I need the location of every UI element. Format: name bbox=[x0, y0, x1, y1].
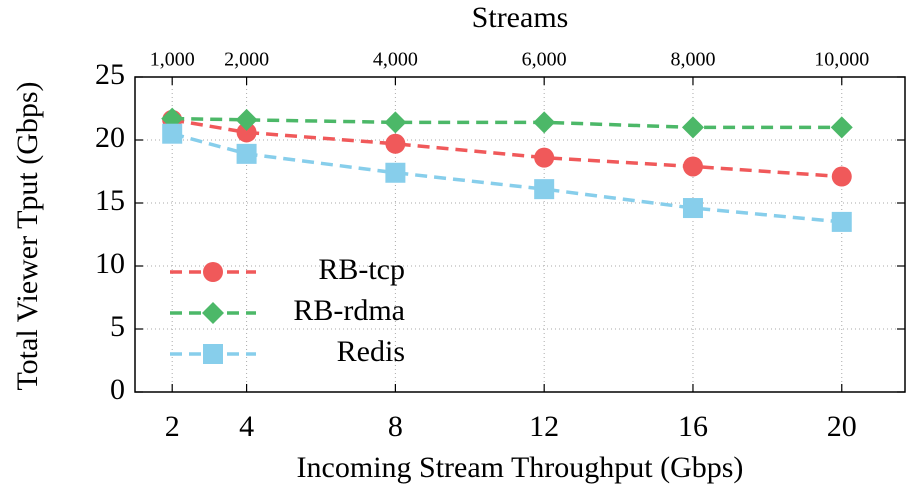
x-axis-title: Incoming Stream Throughput (Gbps) bbox=[297, 451, 744, 484]
y-tick-label: 15 bbox=[95, 184, 125, 217]
data-point bbox=[533, 111, 556, 134]
data-point bbox=[236, 143, 257, 164]
data-point bbox=[235, 108, 258, 131]
x-tick-label: 2 bbox=[165, 410, 180, 443]
legend-marker bbox=[202, 302, 224, 324]
legend-marker bbox=[203, 344, 223, 364]
data-point bbox=[534, 179, 555, 200]
data-point bbox=[682, 156, 703, 177]
y-tick-label: 20 bbox=[95, 121, 125, 154]
y-tick-label: 10 bbox=[95, 247, 125, 280]
data-point bbox=[682, 198, 703, 219]
x2-tick-label: 8,000 bbox=[670, 49, 715, 71]
y-tick-label: 0 bbox=[110, 373, 125, 406]
series-line bbox=[171, 118, 842, 179]
x-tick-label: 4 bbox=[239, 410, 254, 443]
y-tick-label: 5 bbox=[110, 310, 125, 343]
series-line bbox=[172, 116, 842, 130]
legend-marker bbox=[203, 262, 223, 282]
data-point bbox=[534, 147, 555, 168]
legend-label: RB-rdma bbox=[293, 294, 405, 327]
data-point bbox=[385, 133, 406, 154]
x2-tick-label: 1,000 bbox=[150, 49, 195, 71]
legend-label: Redis bbox=[337, 335, 405, 368]
data-point bbox=[385, 162, 406, 183]
data-point bbox=[831, 166, 852, 187]
y-axis-title: Total Viewer Tput (Gbps) bbox=[11, 81, 44, 390]
data-point bbox=[384, 111, 407, 134]
x2-tick-label: 10,000 bbox=[814, 49, 869, 71]
x-tick-label: 20 bbox=[827, 410, 857, 443]
x2-tick-label: 2,000 bbox=[224, 49, 269, 71]
data-point bbox=[831, 211, 852, 232]
y-tick-label: 25 bbox=[95, 58, 125, 91]
series-line bbox=[171, 132, 842, 224]
x2-tick-label: 6,000 bbox=[522, 49, 567, 71]
x-tick-label: 8 bbox=[388, 410, 403, 443]
x2-axis-title: Streams bbox=[472, 1, 569, 34]
legend-label: RB-tcp bbox=[318, 253, 405, 286]
data-point bbox=[681, 116, 704, 139]
x-tick-label: 16 bbox=[678, 410, 708, 443]
data-point bbox=[830, 116, 853, 139]
plot-frame bbox=[134, 76, 906, 393]
x2-tick-label: 4,000 bbox=[373, 49, 418, 71]
data-point bbox=[162, 123, 183, 144]
x-tick-label: 12 bbox=[529, 410, 559, 443]
data-point bbox=[236, 122, 257, 143]
